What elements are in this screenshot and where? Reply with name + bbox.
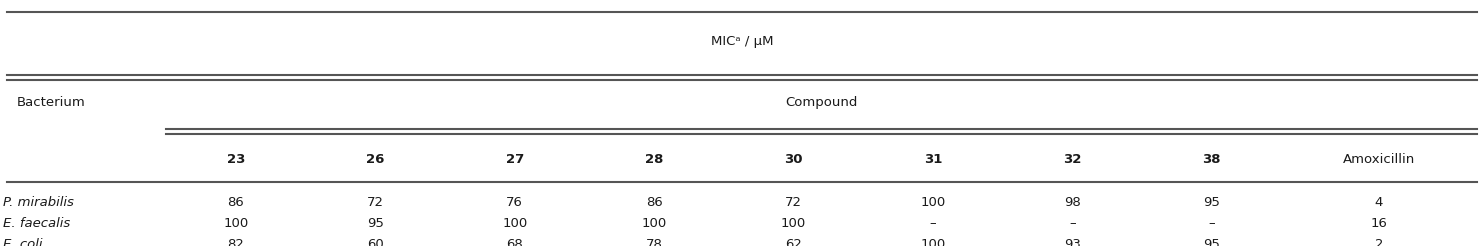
Text: 100: 100 bbox=[781, 217, 806, 230]
Text: 26: 26 bbox=[367, 154, 384, 166]
Text: 4: 4 bbox=[1374, 197, 1383, 209]
Text: MICᵃ / μM: MICᵃ / μM bbox=[711, 35, 773, 48]
Text: 98: 98 bbox=[1064, 197, 1080, 209]
Text: 72: 72 bbox=[785, 197, 801, 209]
Text: 95: 95 bbox=[367, 217, 384, 230]
Text: 16: 16 bbox=[1371, 217, 1388, 230]
Text: Amoxicillin: Amoxicillin bbox=[1343, 154, 1416, 166]
Text: 2: 2 bbox=[1374, 238, 1383, 246]
Text: 95: 95 bbox=[1204, 238, 1220, 246]
Text: 100: 100 bbox=[223, 217, 248, 230]
Text: –: – bbox=[1208, 217, 1215, 230]
Text: 100: 100 bbox=[920, 238, 945, 246]
Text: 38: 38 bbox=[1202, 154, 1221, 166]
Text: 82: 82 bbox=[227, 238, 245, 246]
Text: 32: 32 bbox=[1063, 154, 1082, 166]
Text: 68: 68 bbox=[506, 238, 522, 246]
Text: –: – bbox=[929, 217, 936, 230]
Text: –: – bbox=[1068, 217, 1076, 230]
Text: 72: 72 bbox=[367, 197, 384, 209]
Text: 28: 28 bbox=[646, 154, 663, 166]
Text: 95: 95 bbox=[1204, 197, 1220, 209]
Text: Bacterium: Bacterium bbox=[16, 96, 86, 108]
Text: 76: 76 bbox=[506, 197, 524, 209]
Text: 100: 100 bbox=[641, 217, 666, 230]
Text: 78: 78 bbox=[646, 238, 662, 246]
Text: E. faecalis: E. faecalis bbox=[3, 217, 70, 230]
Text: 93: 93 bbox=[1064, 238, 1080, 246]
Text: 23: 23 bbox=[227, 154, 245, 166]
Text: 100: 100 bbox=[502, 217, 527, 230]
Text: 27: 27 bbox=[506, 154, 524, 166]
Text: 62: 62 bbox=[785, 238, 801, 246]
Text: 30: 30 bbox=[784, 154, 803, 166]
Text: 86: 86 bbox=[646, 197, 662, 209]
Text: Compound: Compound bbox=[785, 96, 858, 108]
Text: 100: 100 bbox=[920, 197, 945, 209]
Text: 86: 86 bbox=[227, 197, 245, 209]
Text: 60: 60 bbox=[367, 238, 384, 246]
Text: P. mirabilis: P. mirabilis bbox=[3, 197, 74, 209]
Text: E. coli: E. coli bbox=[3, 238, 43, 246]
Text: 31: 31 bbox=[923, 154, 942, 166]
